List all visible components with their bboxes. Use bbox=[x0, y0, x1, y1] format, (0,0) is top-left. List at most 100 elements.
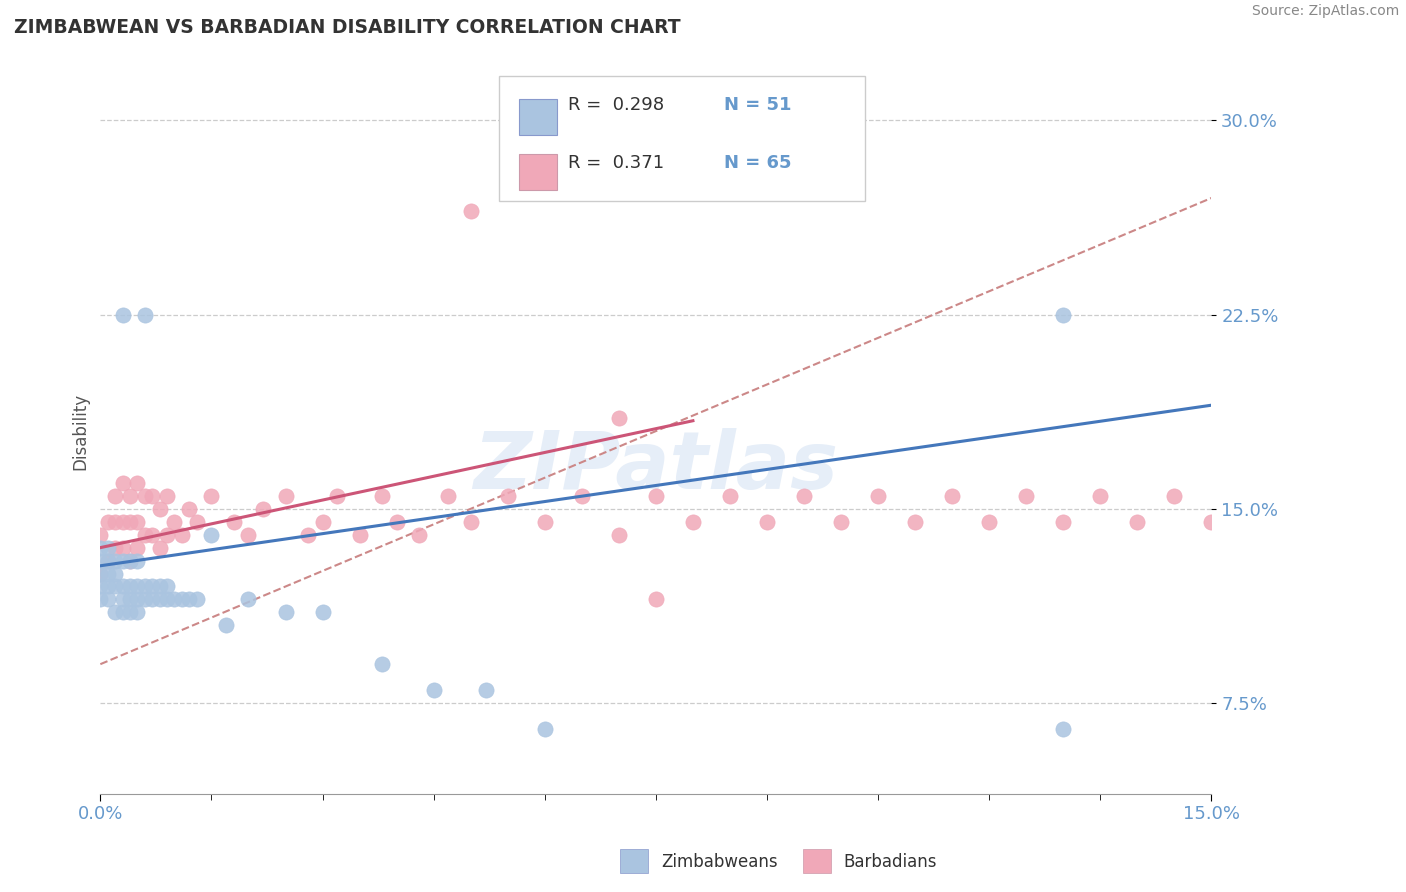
Point bbox=[118, 606, 141, 620]
Point bbox=[104, 553, 127, 567]
Point bbox=[89, 566, 111, 581]
Point bbox=[179, 592, 201, 607]
Point bbox=[134, 489, 156, 503]
Point bbox=[111, 553, 134, 567]
Point bbox=[200, 527, 222, 541]
Point bbox=[97, 579, 120, 593]
Point bbox=[118, 489, 141, 503]
Point bbox=[156, 592, 179, 607]
Point bbox=[326, 489, 349, 503]
Point bbox=[97, 515, 120, 529]
Point bbox=[156, 489, 179, 503]
Point bbox=[1090, 489, 1112, 503]
Point bbox=[118, 553, 141, 567]
Text: Barbadians: Barbadians bbox=[844, 853, 938, 871]
Point bbox=[127, 541, 149, 555]
Point bbox=[186, 515, 208, 529]
Point bbox=[89, 579, 111, 593]
Point bbox=[97, 541, 120, 555]
Point bbox=[311, 606, 333, 620]
Point bbox=[111, 515, 134, 529]
Text: ZIMBABWEAN VS BARBADIAN DISABILITY CORRELATION CHART: ZIMBABWEAN VS BARBADIAN DISABILITY CORRE… bbox=[14, 18, 681, 37]
Point bbox=[149, 579, 172, 593]
Point bbox=[97, 553, 120, 567]
Point bbox=[149, 592, 172, 607]
Point bbox=[118, 579, 141, 593]
Point bbox=[134, 592, 156, 607]
Point bbox=[349, 527, 371, 541]
Point bbox=[607, 527, 630, 541]
Text: N = 51: N = 51 bbox=[724, 96, 792, 114]
Point bbox=[371, 489, 394, 503]
Point bbox=[718, 489, 741, 503]
Point bbox=[1052, 515, 1074, 529]
Point bbox=[134, 579, 156, 593]
Point bbox=[408, 527, 430, 541]
Y-axis label: Disability: Disability bbox=[72, 392, 89, 470]
Point bbox=[156, 527, 179, 541]
Point bbox=[127, 606, 149, 620]
Point bbox=[979, 515, 1001, 529]
Point bbox=[644, 592, 666, 607]
Point bbox=[111, 579, 134, 593]
Point bbox=[756, 515, 779, 529]
Point bbox=[89, 566, 111, 581]
Point bbox=[215, 618, 238, 632]
Point bbox=[104, 489, 127, 503]
Point bbox=[252, 501, 274, 516]
Point bbox=[104, 541, 127, 555]
Point bbox=[89, 553, 111, 567]
Point bbox=[297, 527, 319, 541]
Point bbox=[111, 606, 134, 620]
Point bbox=[460, 204, 482, 219]
Point bbox=[644, 489, 666, 503]
Point bbox=[104, 566, 127, 581]
Point bbox=[127, 553, 149, 567]
Point bbox=[793, 489, 815, 503]
Point bbox=[238, 527, 260, 541]
Point bbox=[141, 592, 163, 607]
Point bbox=[1052, 308, 1074, 322]
Point bbox=[97, 592, 120, 607]
Point bbox=[118, 553, 141, 567]
Point bbox=[1015, 489, 1038, 503]
Point bbox=[111, 592, 134, 607]
Point bbox=[111, 475, 134, 490]
Point bbox=[571, 489, 593, 503]
Point bbox=[533, 515, 555, 529]
Point bbox=[111, 541, 134, 555]
Point bbox=[141, 527, 163, 541]
Text: ZIPatlas: ZIPatlas bbox=[474, 428, 838, 507]
Point bbox=[170, 527, 193, 541]
Point bbox=[274, 606, 297, 620]
Point bbox=[118, 515, 141, 529]
Point bbox=[163, 515, 186, 529]
Text: Source: ZipAtlas.com: Source: ZipAtlas.com bbox=[1251, 4, 1399, 19]
Point bbox=[89, 541, 111, 555]
Point bbox=[104, 606, 127, 620]
Point bbox=[104, 579, 127, 593]
Point bbox=[474, 683, 496, 698]
Point bbox=[422, 683, 444, 698]
Point bbox=[200, 489, 222, 503]
Point bbox=[904, 515, 927, 529]
Point bbox=[222, 515, 245, 529]
Point bbox=[830, 515, 852, 529]
Point bbox=[89, 527, 111, 541]
Point bbox=[460, 515, 482, 529]
Point bbox=[437, 489, 460, 503]
Point bbox=[134, 527, 156, 541]
Point bbox=[274, 489, 297, 503]
Point bbox=[149, 541, 172, 555]
Text: R =  0.298: R = 0.298 bbox=[568, 96, 664, 114]
Text: R =  0.371: R = 0.371 bbox=[568, 154, 664, 172]
Point bbox=[941, 489, 963, 503]
Text: Zimbabweans: Zimbabweans bbox=[661, 853, 778, 871]
Point bbox=[496, 489, 519, 503]
Point bbox=[1201, 515, 1223, 529]
Point bbox=[179, 501, 201, 516]
Point bbox=[186, 592, 208, 607]
Point bbox=[118, 592, 141, 607]
Point bbox=[170, 592, 193, 607]
Point bbox=[141, 579, 163, 593]
